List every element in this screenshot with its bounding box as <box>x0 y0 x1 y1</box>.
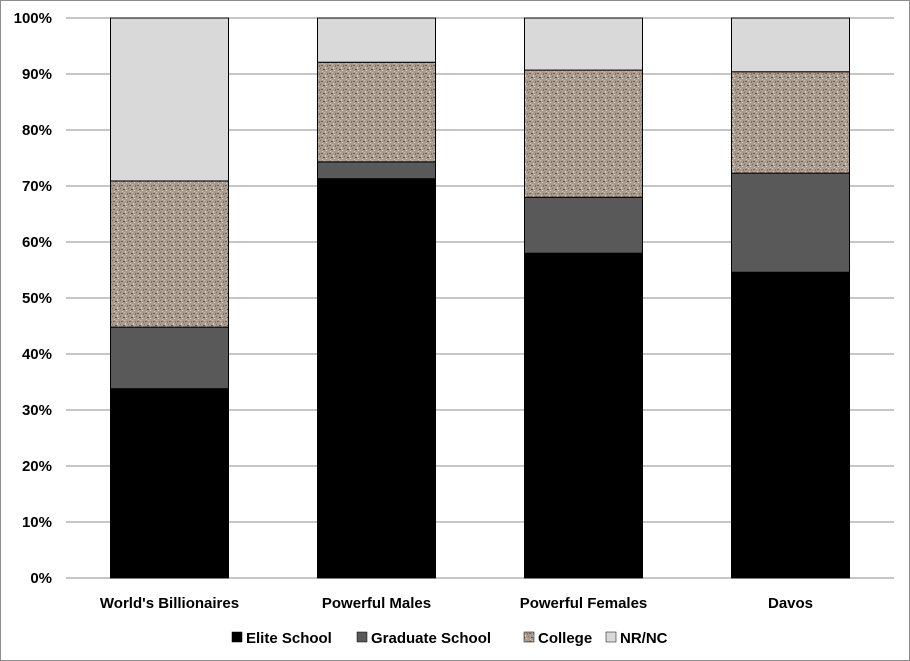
bar-segment-college <box>317 61 436 163</box>
x-category-label: Davos <box>768 595 813 612</box>
bar-segment-college <box>110 180 229 328</box>
bar-segment-nr-nc <box>317 17 436 63</box>
y-tick-label: 90% <box>22 66 52 83</box>
legend-label: NR/NC <box>620 630 668 647</box>
y-tick-label: 30% <box>22 402 52 419</box>
y-tick-label: 10% <box>22 514 52 531</box>
bar-segment-graduate-school <box>731 172 850 273</box>
y-tick-label: 60% <box>22 234 52 251</box>
y-tick-label: 80% <box>22 122 52 139</box>
bar-segment-elite-school <box>110 388 229 579</box>
legend-swatch <box>523 631 535 643</box>
legend-swatch <box>356 631 368 643</box>
legend-swatch <box>605 631 617 643</box>
y-tick-label: 50% <box>22 290 52 307</box>
legend-label: Graduate School <box>371 630 491 647</box>
x-category-label: World's Billionaires <box>100 595 239 612</box>
y-tick-label: 70% <box>22 178 52 195</box>
bar-segment-college <box>731 71 850 174</box>
bar-segment-elite-school <box>317 178 436 579</box>
legend-label: Elite School <box>246 630 332 647</box>
bar-segment-nr-nc <box>524 17 643 71</box>
bar-segment-elite-school <box>731 271 850 579</box>
bar-segment-college <box>524 69 643 198</box>
x-category-label: Powerful Males <box>322 595 431 612</box>
y-tick-label: 100% <box>14 10 52 27</box>
bar-segment-graduate-school <box>317 161 436 180</box>
bar-segment-graduate-school <box>110 326 229 390</box>
bar-segment-nr-nc <box>731 17 850 73</box>
legend-label: College <box>538 630 592 647</box>
y-tick-label: 0% <box>30 570 52 587</box>
x-category-label: Powerful Females <box>520 595 648 612</box>
bar-segment-nr-nc <box>110 17 229 182</box>
y-tick-label: 40% <box>22 346 52 363</box>
y-tick-label: 20% <box>22 458 52 475</box>
legend-swatch <box>231 631 243 643</box>
bar-segment-graduate-school <box>524 196 643 254</box>
bar-segment-elite-school <box>524 252 643 579</box>
